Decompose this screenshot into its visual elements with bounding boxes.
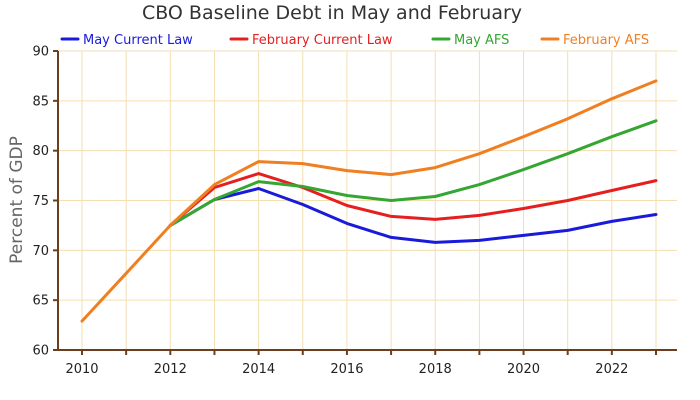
grid: [58, 50, 677, 351]
legend: May Current Law February Current Law May A…: [60, 33, 649, 48]
series-line: [168, 119, 658, 227]
chart-title: CBO Baseline Debt in May and February: [142, 2, 522, 24]
series-lines: [80, 79, 658, 323]
x-tick-label: 2012: [154, 362, 187, 377]
legend-label: May AFS: [454, 33, 509, 48]
legend-item: February Current Law: [229, 33, 393, 48]
x-tick-label: 2014: [242, 362, 275, 377]
x-tick-label: 2020: [507, 362, 540, 377]
series-line: [80, 79, 658, 323]
x-tick-label: 2018: [419, 362, 452, 377]
x-tick-label: 2010: [65, 362, 98, 377]
y-axis-ticks: 60 65 70 75 80 85 90: [32, 45, 58, 359]
y-tick-label: 80: [32, 144, 49, 159]
y-tick-label: 70: [32, 244, 49, 259]
y-axis-label: Percent of GDP: [7, 136, 27, 264]
legend-label: May Current Law: [83, 33, 193, 48]
legend-label: February Current Law: [252, 33, 393, 48]
y-tick-label: 65: [32, 294, 49, 309]
series-line: [168, 172, 658, 227]
legend-item: May Current Law: [60, 33, 193, 48]
y-tick-label: 60: [32, 344, 49, 359]
legend-label: February AFS: [563, 33, 649, 48]
x-tick-label: 2016: [330, 362, 363, 377]
series-line: [168, 187, 658, 244]
y-tick-label: 85: [32, 94, 49, 109]
x-tick-label: 2022: [595, 362, 628, 377]
legend-item: February AFS: [540, 33, 649, 48]
y-tick-label: 75: [32, 194, 49, 209]
y-tick-label: 90: [32, 45, 49, 60]
x-axis-ticks: 2010 2012 2014 2016 2018 2020 2022: [65, 350, 657, 377]
legend-item: May AFS: [431, 33, 509, 48]
